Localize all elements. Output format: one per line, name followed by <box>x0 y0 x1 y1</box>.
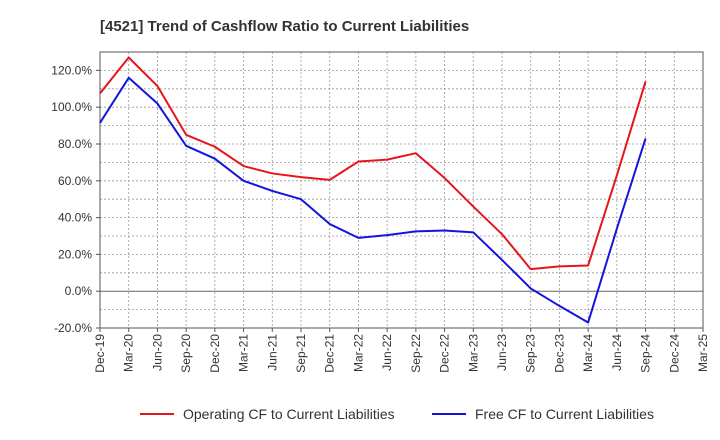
legend-label-1: Operating CF to Current Liabilities <box>183 406 395 422</box>
x-tick-label: Mar-23 <box>466 334 480 372</box>
y-tick-label: 120.0% <box>51 63 92 77</box>
x-tick-label: Sep-24 <box>639 334 653 373</box>
x-tick-label: Sep-21 <box>294 334 308 373</box>
x-tick-label: Dec-24 <box>667 334 681 373</box>
y-tick-label: 20.0% <box>58 247 92 261</box>
plot-area <box>99 51 704 329</box>
x-tick-label: Jun-24 <box>610 334 624 371</box>
x-tick-label: Sep-20 <box>179 334 193 373</box>
y-axis: -20.0% 0.0% 20.0% 40.0% 60.0% 80.0% 100.0% 120.… <box>51 63 100 335</box>
legend: Operating CF to Current Liabilities Free … <box>140 406 654 422</box>
x-tick-label: Dec-23 <box>552 334 566 373</box>
chart-title: [4521] Trend of Cashflow Ratio to Curren… <box>100 18 469 35</box>
y-tick-label: 60.0% <box>58 174 92 188</box>
y-tick-label: 0.0% <box>65 284 93 298</box>
x-tick-label: Dec-21 <box>323 334 337 373</box>
y-tick-label: 80.0% <box>58 137 92 151</box>
x-axis: Dec-19 Mar-20 Jun-20 Sep-20 Dec-20 Mar-21 Jun-… <box>93 328 710 373</box>
y-tick-label: 100.0% <box>51 100 92 114</box>
grid-lines <box>100 52 703 328</box>
series-lines <box>99 56 647 324</box>
series-line-1 <box>99 56 647 271</box>
x-tick-label: Jun-21 <box>265 334 279 371</box>
x-tick-label: Jun-22 <box>380 334 394 371</box>
x-tick-label: Mar-24 <box>581 334 595 372</box>
x-tick-label: Mar-25 <box>696 334 710 372</box>
legend-label-2: Free CF to Current Liabilities <box>475 406 654 422</box>
x-tick-label: Sep-23 <box>524 334 538 373</box>
y-tick-label: 40.0% <box>58 211 92 225</box>
x-tick-label: Mar-22 <box>351 334 365 372</box>
x-tick-label: Dec-20 <box>208 334 222 373</box>
x-tick-label: Jun-20 <box>150 334 164 371</box>
x-tick-label: Dec-19 <box>93 334 107 373</box>
series-line-2 <box>99 76 647 324</box>
x-tick-label: Mar-21 <box>237 334 251 372</box>
x-tick-label: Sep-22 <box>409 334 423 373</box>
x-tick-label: Mar-20 <box>122 334 136 372</box>
y-tick-label: -20.0% <box>54 321 92 335</box>
x-tick-label: Jun-23 <box>495 334 509 371</box>
x-tick-label: Dec-22 <box>438 334 452 373</box>
